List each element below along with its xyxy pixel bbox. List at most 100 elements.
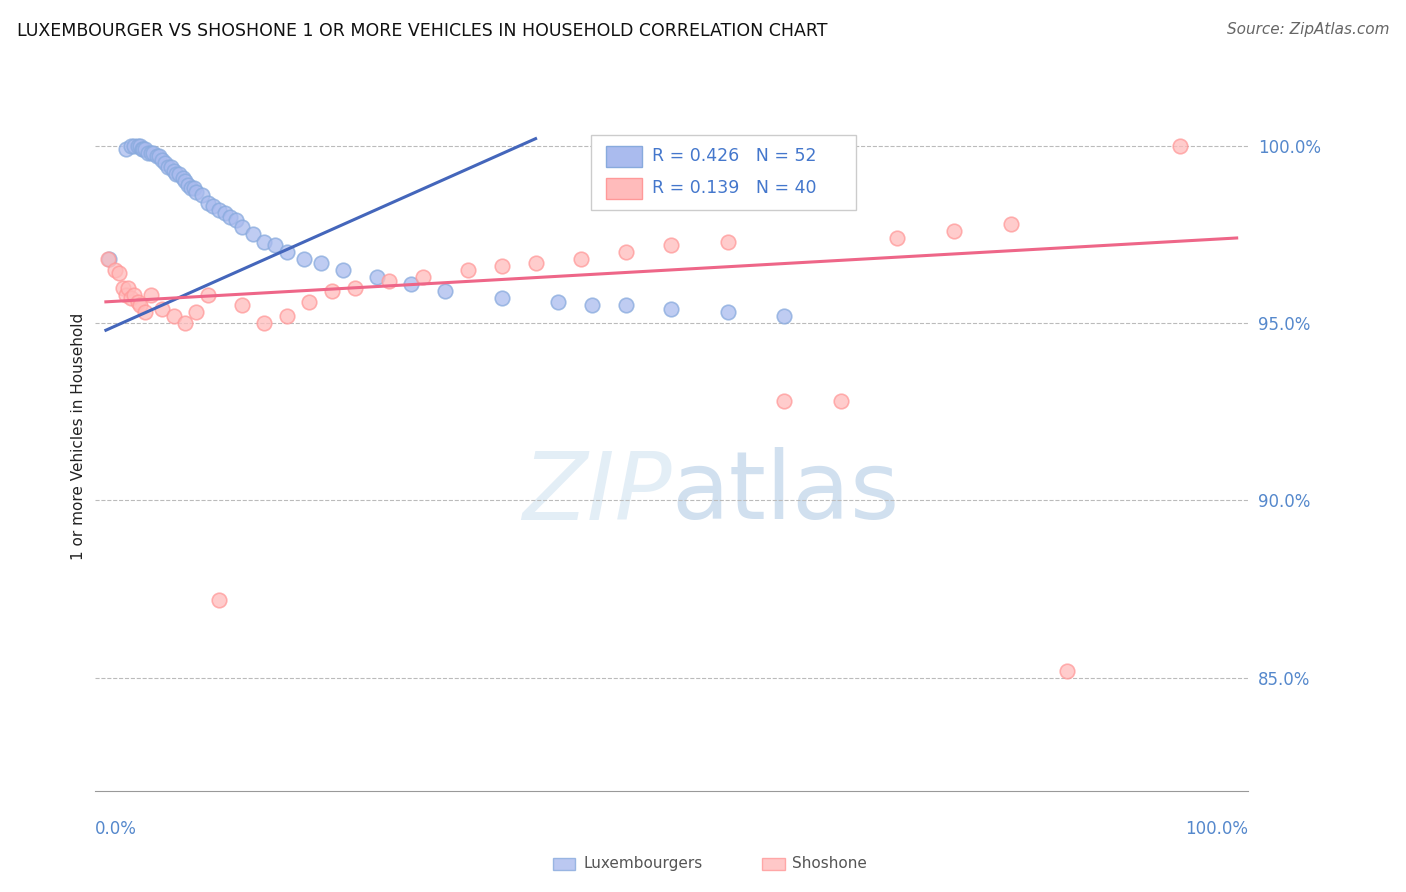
- Text: Source: ZipAtlas.com: Source: ZipAtlas.com: [1226, 22, 1389, 37]
- Point: [253, 316, 276, 330]
- Point: [253, 235, 276, 249]
- Point: [276, 309, 298, 323]
- Point: [457, 263, 479, 277]
- Point: [377, 274, 399, 288]
- Point: [132, 142, 155, 156]
- Text: atlas: atlas: [671, 448, 900, 540]
- Point: [1168, 138, 1191, 153]
- Point: [186, 185, 208, 199]
- Point: [131, 142, 153, 156]
- Point: [202, 199, 225, 213]
- Point: [128, 138, 150, 153]
- Point: [180, 181, 202, 195]
- Bar: [606, 145, 643, 167]
- Point: [264, 238, 287, 252]
- Point: [659, 238, 682, 252]
- Point: [163, 163, 186, 178]
- Point: [943, 224, 966, 238]
- Point: [773, 309, 796, 323]
- Point: [208, 202, 231, 217]
- Point: [152, 153, 174, 167]
- Point: [524, 256, 547, 270]
- Point: [177, 178, 200, 192]
- Point: [276, 245, 298, 260]
- Text: ZIP: ZIP: [522, 448, 671, 539]
- Point: [153, 156, 176, 170]
- Point: [343, 280, 366, 294]
- Point: [309, 256, 332, 270]
- Point: [152, 301, 174, 316]
- Point: [197, 287, 219, 301]
- Point: [145, 149, 167, 163]
- Point: [491, 260, 513, 274]
- Bar: [606, 178, 643, 199]
- Point: [1056, 664, 1078, 678]
- Point: [127, 138, 149, 153]
- Text: R = 0.426   N = 52: R = 0.426 N = 52: [651, 147, 815, 165]
- Point: [98, 252, 121, 267]
- Point: [169, 167, 191, 181]
- Point: [399, 277, 422, 292]
- Point: [491, 291, 513, 305]
- Point: [115, 142, 138, 156]
- Point: [157, 160, 180, 174]
- Point: [134, 142, 156, 156]
- Point: [122, 138, 145, 153]
- Point: [614, 298, 637, 312]
- Point: [160, 160, 183, 174]
- Y-axis label: 1 or more Vehicles in Household: 1 or more Vehicles in Household: [72, 313, 86, 560]
- Point: [163, 309, 186, 323]
- Point: [1000, 217, 1022, 231]
- Point: [886, 231, 908, 245]
- Point: [231, 220, 253, 235]
- Point: [115, 287, 138, 301]
- Point: [366, 270, 388, 285]
- Point: [332, 263, 354, 277]
- Point: [120, 138, 142, 153]
- Point: [208, 592, 231, 607]
- Point: [773, 394, 796, 409]
- Point: [191, 188, 214, 202]
- Point: [434, 284, 457, 298]
- Point: [231, 298, 253, 312]
- Point: [225, 213, 247, 227]
- Point: [292, 252, 315, 267]
- Point: [547, 294, 569, 309]
- Point: [614, 245, 637, 260]
- Point: [569, 252, 592, 267]
- Text: 100.0%: 100.0%: [1185, 820, 1249, 838]
- Text: 0.0%: 0.0%: [94, 820, 136, 838]
- Point: [136, 145, 159, 160]
- Point: [717, 305, 740, 319]
- Point: [321, 284, 343, 298]
- Point: [165, 167, 187, 181]
- FancyBboxPatch shape: [591, 135, 856, 210]
- Point: [581, 298, 603, 312]
- Point: [411, 270, 433, 285]
- Point: [120, 291, 142, 305]
- Point: [174, 174, 197, 188]
- Text: LUXEMBOURGER VS SHOSHONE 1 OR MORE VEHICLES IN HOUSEHOLD CORRELATION CHART: LUXEMBOURGER VS SHOSHONE 1 OR MORE VEHIC…: [17, 22, 827, 40]
- Point: [97, 252, 120, 267]
- Point: [298, 294, 321, 309]
- Point: [172, 170, 194, 185]
- Point: [117, 280, 139, 294]
- Point: [174, 316, 197, 330]
- Point: [111, 280, 134, 294]
- Point: [127, 294, 149, 309]
- Point: [214, 206, 236, 220]
- Text: Luxembourgers: Luxembourgers: [583, 856, 703, 871]
- Point: [139, 145, 162, 160]
- Point: [104, 263, 127, 277]
- Point: [134, 305, 156, 319]
- Point: [659, 301, 682, 316]
- Point: [186, 305, 208, 319]
- Point: [122, 287, 145, 301]
- Point: [108, 267, 131, 281]
- Point: [139, 287, 162, 301]
- Point: [197, 195, 219, 210]
- Point: [717, 235, 740, 249]
- Point: [128, 298, 150, 312]
- Point: [148, 149, 170, 163]
- Point: [830, 394, 852, 409]
